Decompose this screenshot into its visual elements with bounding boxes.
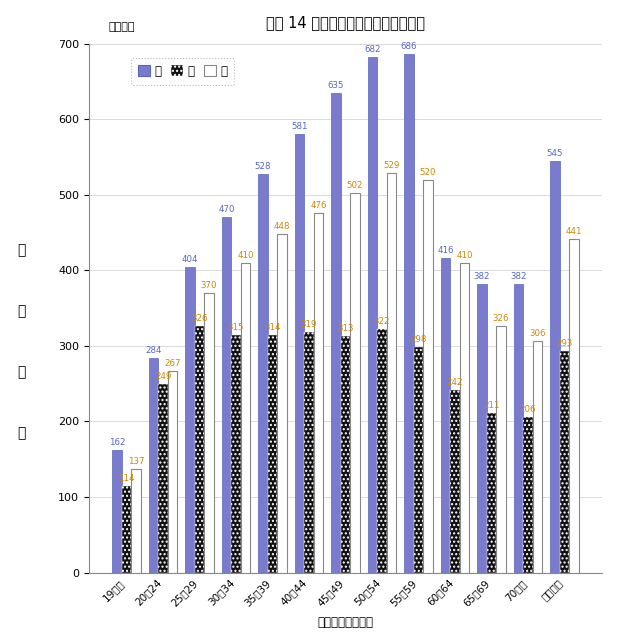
Bar [195, 327, 204, 573]
Text: 315: 315 [228, 323, 244, 332]
Text: 306: 306 [529, 329, 545, 338]
Bar [387, 173, 396, 573]
Bar [185, 267, 195, 573]
Bar [241, 263, 251, 573]
Bar [368, 57, 377, 573]
Text: 382: 382 [510, 272, 527, 281]
Bar [304, 332, 314, 573]
Text: 528: 528 [255, 162, 271, 171]
Text: 370: 370 [201, 281, 217, 290]
Bar [377, 329, 387, 573]
Bar [460, 263, 469, 573]
Text: 682: 682 [364, 45, 381, 54]
Text: 326: 326 [191, 314, 208, 323]
Text: 441: 441 [566, 227, 582, 236]
Bar [404, 54, 414, 573]
Text: 404: 404 [182, 255, 198, 264]
Text: 581: 581 [291, 122, 308, 131]
Bar [569, 240, 579, 573]
Text: 313: 313 [337, 324, 354, 333]
Bar [131, 469, 141, 573]
X-axis label: 年　　齢　（歳）: 年 齢 （歳） [318, 616, 373, 629]
Text: 284: 284 [146, 346, 162, 355]
Bar [168, 371, 177, 573]
Bar [487, 413, 496, 573]
Text: 平

均

給

与: 平 均 給 与 [17, 243, 26, 440]
Bar [560, 351, 569, 573]
Bar [423, 180, 433, 573]
Text: 114: 114 [118, 475, 135, 484]
Bar [441, 258, 450, 573]
Text: 476: 476 [310, 201, 327, 210]
Text: 319: 319 [301, 319, 317, 328]
Text: 410: 410 [456, 251, 473, 260]
Bar [277, 234, 287, 573]
Text: 137: 137 [128, 457, 144, 466]
Bar [314, 213, 323, 573]
Text: 520: 520 [420, 167, 436, 176]
Text: 635: 635 [328, 80, 344, 90]
Text: （万円）: （万円） [109, 23, 135, 32]
Text: 448: 448 [274, 222, 290, 231]
Bar [523, 417, 532, 573]
Text: 545: 545 [547, 149, 563, 158]
Bar [350, 193, 360, 573]
Bar [222, 218, 231, 573]
Text: 502: 502 [347, 181, 363, 190]
Text: 298: 298 [410, 336, 427, 345]
Bar [112, 450, 122, 573]
Bar [341, 336, 350, 573]
Bar [159, 384, 168, 573]
Bar [550, 161, 560, 573]
Bar [295, 133, 304, 573]
Text: 416: 416 [437, 246, 453, 255]
Bar [231, 335, 241, 573]
Text: 242: 242 [447, 377, 463, 386]
Bar [122, 486, 131, 573]
Text: 322: 322 [374, 317, 391, 327]
Text: 314: 314 [264, 323, 281, 332]
Text: 470: 470 [218, 205, 235, 214]
Legend: 男, 女, 計: 男, 女, 計 [131, 57, 234, 84]
Bar [477, 284, 487, 573]
Text: 206: 206 [520, 405, 536, 414]
Text: 382: 382 [474, 272, 491, 281]
Bar [259, 174, 268, 573]
Text: 686: 686 [401, 43, 417, 52]
Bar [149, 358, 159, 573]
Bar [204, 293, 214, 573]
Text: 410: 410 [238, 251, 254, 260]
Bar [331, 93, 341, 573]
Bar [514, 284, 523, 573]
Text: 211: 211 [483, 401, 500, 410]
Bar [450, 390, 460, 573]
Bar [268, 336, 277, 573]
Bar [496, 327, 506, 573]
Text: 529: 529 [383, 161, 400, 170]
Bar [414, 347, 423, 573]
Bar [532, 341, 542, 573]
Title: （第 14 図）　年齢階層別の平均給与: （第 14 図） 年齢階層別の平均給与 [266, 15, 425, 30]
Text: 267: 267 [164, 359, 181, 368]
Text: 249: 249 [155, 372, 172, 381]
Text: 162: 162 [109, 438, 125, 447]
Text: 326: 326 [493, 314, 509, 323]
Text: 293: 293 [557, 339, 573, 348]
